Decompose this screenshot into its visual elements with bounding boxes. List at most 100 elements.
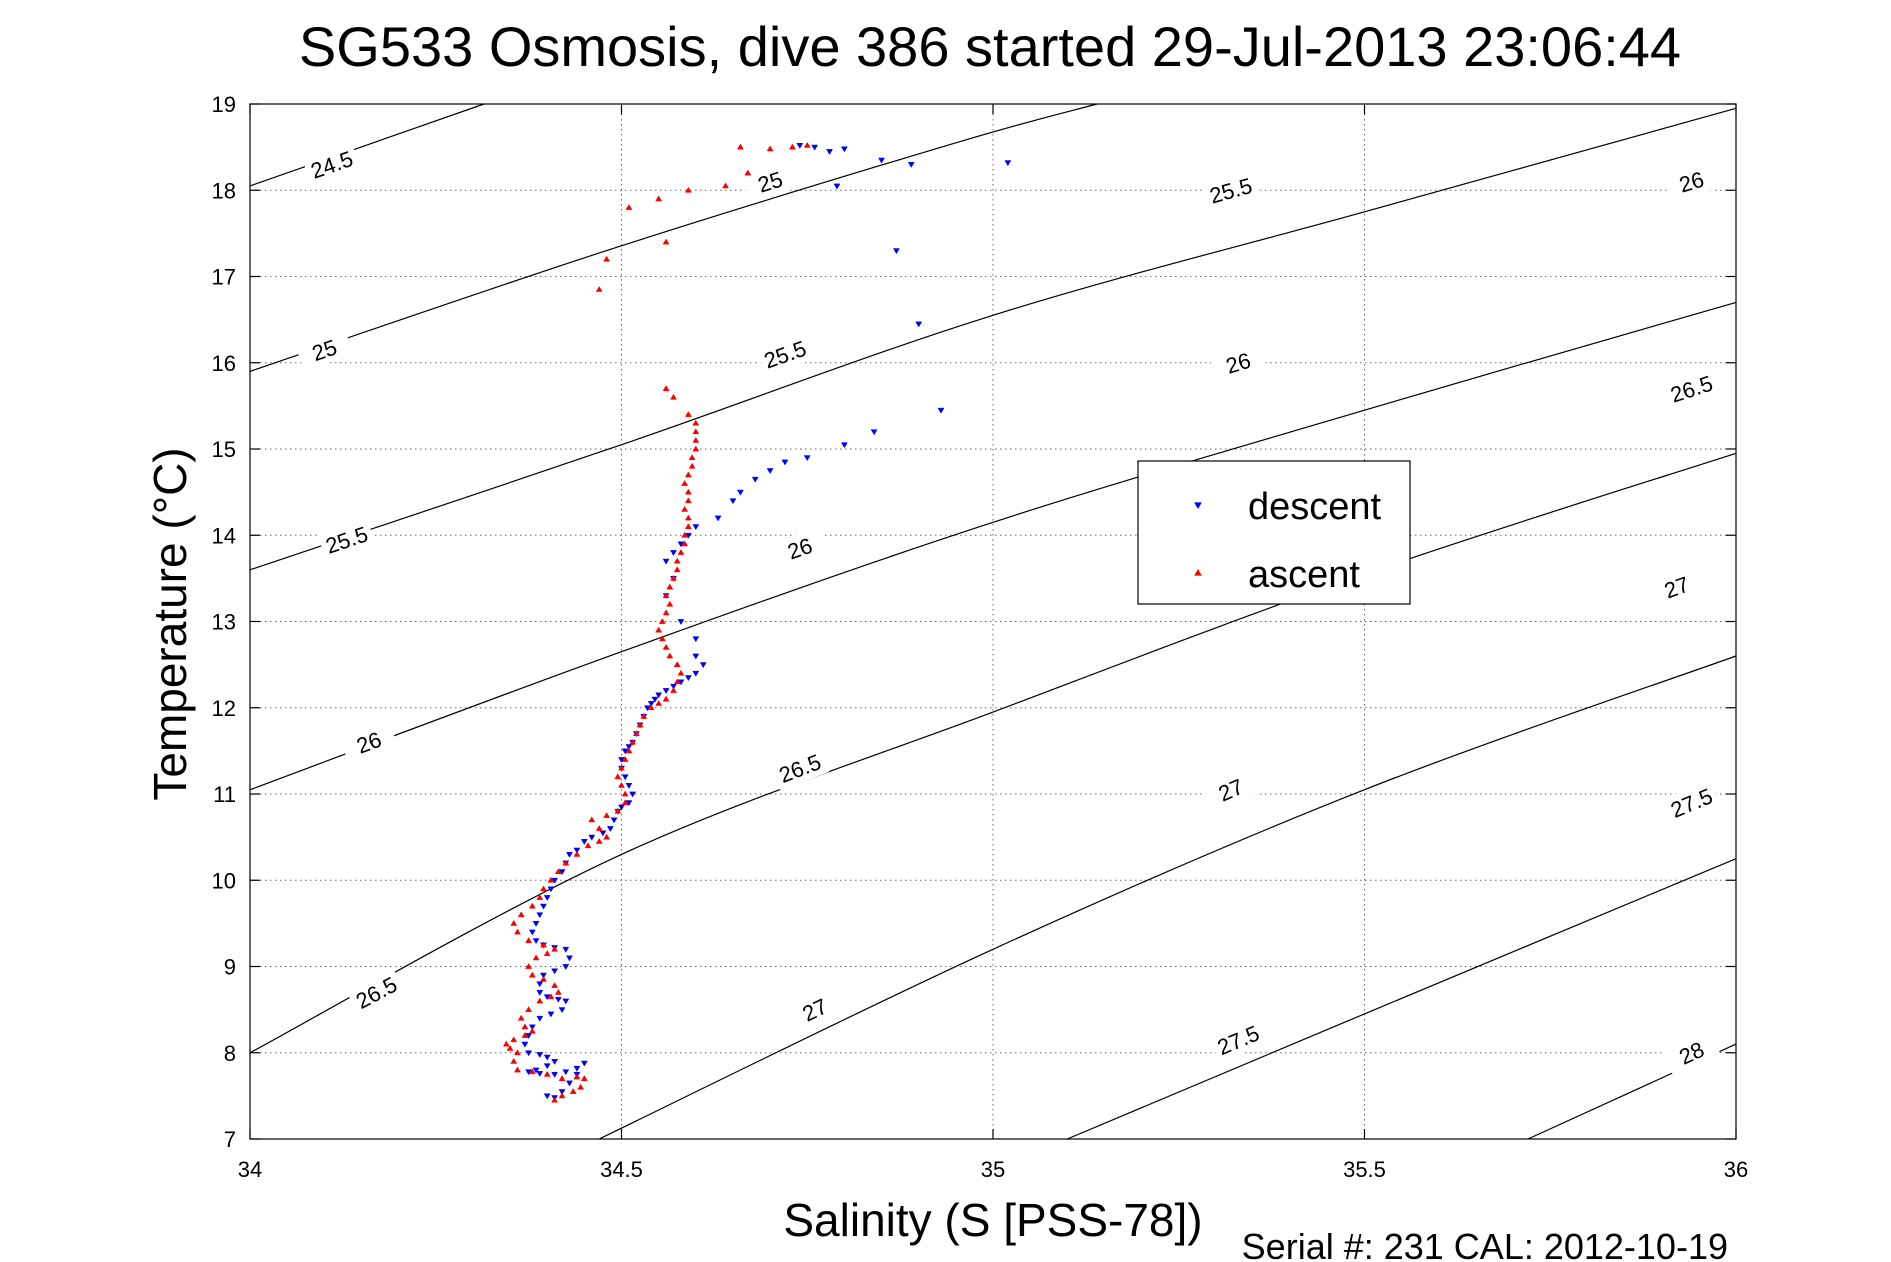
data-point-descent bbox=[618, 804, 625, 811]
data-point-ascent bbox=[688, 454, 696, 460]
footer-serial-cal: Serial #: 231 CAL: 2012-10-19 bbox=[1242, 1226, 1728, 1262]
contour-label-bg bbox=[1661, 1029, 1721, 1077]
data-point-descent bbox=[781, 459, 789, 466]
y-tick-label: 12 bbox=[212, 696, 236, 721]
data-point-ascent bbox=[636, 721, 644, 728]
data-point-descent bbox=[692, 524, 700, 531]
data-point-ascent bbox=[554, 988, 562, 995]
data-point-descent bbox=[536, 981, 544, 988]
data-point-descent bbox=[562, 1069, 570, 1076]
data-point-descent bbox=[566, 852, 573, 858]
legend-label-descent: descent bbox=[1248, 486, 1382, 528]
contour-label-bg bbox=[770, 526, 829, 570]
data-point-ascent bbox=[736, 143, 744, 150]
data-point-ascent bbox=[673, 566, 681, 573]
data-point-descent bbox=[551, 1071, 559, 1078]
contour-label-bg bbox=[339, 720, 399, 765]
contour-label-bg bbox=[1662, 367, 1721, 410]
data-point-ascent bbox=[536, 894, 544, 900]
data-point-ascent bbox=[647, 704, 655, 711]
data-point-descent bbox=[536, 1015, 544, 1022]
data-point-descent bbox=[580, 1060, 588, 1067]
data-point-descent bbox=[599, 830, 607, 837]
data-point-ascent bbox=[543, 950, 551, 956]
data-point-descent bbox=[826, 149, 833, 155]
data-point-ascent bbox=[640, 712, 648, 719]
contour-line bbox=[598, 655, 1737, 1140]
y-tick-label: 19 bbox=[212, 92, 236, 117]
data-point-descent bbox=[670, 550, 677, 556]
data-point-descent bbox=[562, 998, 570, 1005]
data-point-descent bbox=[677, 619, 685, 625]
data-point-ascent bbox=[580, 1075, 588, 1081]
data-point-ascent bbox=[788, 143, 796, 150]
data-point-descent bbox=[525, 1050, 533, 1057]
data-point-descent bbox=[558, 1089, 566, 1096]
data-point-ascent bbox=[684, 514, 692, 521]
contour-label-bg bbox=[1662, 779, 1721, 826]
data-point-ascent bbox=[603, 812, 611, 818]
data-point-ascent bbox=[625, 204, 633, 210]
data-point-ascent bbox=[525, 937, 533, 943]
contour-line bbox=[249, 103, 1098, 372]
x-tick-label: 35.5 bbox=[1343, 1157, 1386, 1182]
data-point-ascent bbox=[662, 695, 670, 702]
data-point-ascent bbox=[528, 971, 536, 978]
data-point-ascent bbox=[681, 505, 689, 512]
data-point-ascent bbox=[692, 428, 700, 435]
legend-marker-ascent bbox=[1194, 569, 1202, 576]
data-point-descent bbox=[573, 1065, 581, 1072]
data-point-descent bbox=[870, 429, 878, 436]
data-point-ascent bbox=[510, 1057, 518, 1064]
data-point-ascent bbox=[588, 816, 596, 823]
data-point-ascent bbox=[655, 699, 663, 706]
data-point-descent bbox=[662, 558, 670, 565]
data-point-ascent bbox=[521, 1032, 529, 1038]
data-point-ascent bbox=[618, 764, 625, 771]
data-point-descent bbox=[692, 653, 700, 660]
contour-label-bg bbox=[1208, 1016, 1268, 1063]
x-axis-label: Salinity (S [PSS-78]) bbox=[783, 1194, 1202, 1246]
data-point-ascent bbox=[547, 993, 555, 1000]
data-point-ascent bbox=[692, 419, 700, 426]
contour-line bbox=[249, 103, 485, 187]
data-point-ascent bbox=[621, 799, 629, 805]
data-point-ascent bbox=[662, 238, 670, 245]
y-tick-label: 15 bbox=[212, 437, 236, 462]
data-point-ascent bbox=[517, 1014, 525, 1021]
data-point-ascent bbox=[514, 1066, 521, 1073]
data-point-ascent bbox=[536, 997, 544, 1004]
data-point-ascent bbox=[722, 182, 729, 189]
data-point-descent bbox=[647, 701, 655, 707]
contour-line bbox=[249, 107, 1737, 571]
data-point-descent bbox=[937, 407, 945, 414]
data-point-descent bbox=[892, 248, 900, 255]
data-point-ascent bbox=[595, 825, 603, 831]
data-point-ascent bbox=[510, 1036, 518, 1043]
data-point-descent bbox=[751, 476, 759, 483]
data-point-descent bbox=[551, 1059, 559, 1065]
data-point-descent bbox=[532, 938, 540, 945]
data-point-ascent bbox=[547, 876, 555, 883]
contour-label-bg bbox=[302, 142, 361, 187]
data-point-ascent bbox=[803, 141, 811, 148]
contour-label-bg bbox=[1201, 766, 1261, 813]
data-point-descent bbox=[811, 144, 819, 151]
contour-line bbox=[1067, 858, 1737, 1140]
y-tick-label: 16 bbox=[212, 351, 236, 376]
data-point-ascent bbox=[528, 1068, 536, 1075]
data-point-ascent bbox=[655, 626, 663, 633]
data-point-descent bbox=[915, 321, 923, 328]
data-point-descent bbox=[580, 839, 588, 845]
y-tick-label: 18 bbox=[212, 178, 236, 203]
data-point-descent bbox=[547, 886, 555, 893]
data-point-ascent bbox=[658, 635, 666, 642]
data-point-descent bbox=[521, 1041, 529, 1048]
data-point-ascent bbox=[618, 781, 625, 788]
data-point-ascent bbox=[766, 145, 774, 152]
data-point-ascent bbox=[510, 919, 518, 926]
data-point-descent bbox=[588, 834, 596, 841]
contour-label-bg bbox=[770, 745, 830, 791]
x-tick-label: 36 bbox=[1724, 1157, 1748, 1182]
